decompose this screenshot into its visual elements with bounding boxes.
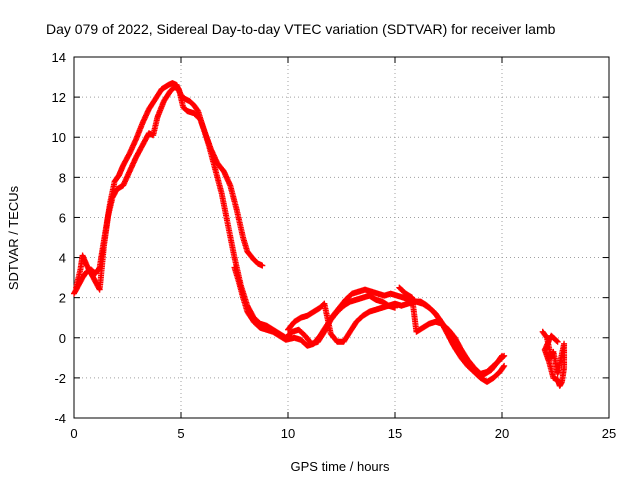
x-tick-label: 20	[495, 426, 509, 441]
y-tick-label: 10	[52, 130, 66, 145]
series-track-f	[539, 328, 568, 389]
series-track-c	[231, 264, 508, 385]
x-axis-label: GPS time / hours	[291, 459, 390, 474]
plot-frame	[73, 56, 610, 419]
y-tick-label: 0	[59, 331, 66, 346]
y-tick-label: 8	[59, 170, 66, 185]
y-tick-labels: -4 -2 0 2 4 6 8 10 12 14	[52, 50, 66, 426]
chart-title: Day 079 of 2022, Sidereal Day-to-day VTE…	[46, 21, 556, 37]
data-point	[554, 338, 561, 345]
y-tick-label: 4	[59, 251, 66, 266]
y-tick-label: -4	[54, 411, 66, 426]
y-tick-label: 12	[52, 90, 66, 105]
x-tick-labels: 0 5 10 15 20 25	[70, 426, 616, 441]
y-tick-label: -2	[54, 371, 66, 386]
grid-lines	[74, 57, 609, 418]
x-tick-label: 5	[177, 426, 184, 441]
x-tick-label: 10	[281, 426, 295, 441]
x-tick-label: 0	[70, 426, 77, 441]
y-axis-label: SDTVAR / TECUs	[6, 185, 21, 290]
data-point	[392, 304, 398, 311]
data-point	[501, 352, 508, 359]
series-track-e	[396, 284, 508, 377]
data-points	[71, 80, 568, 389]
data-point	[553, 338, 560, 345]
axis-ticks	[73, 56, 610, 419]
data-point	[259, 262, 266, 269]
y-tick-label: 14	[52, 50, 66, 65]
x-tick-label: 25	[602, 426, 616, 441]
x-tick-label: 15	[388, 426, 402, 441]
series-track-b	[73, 84, 266, 293]
y-tick-label: 6	[59, 210, 66, 225]
data-point	[501, 362, 508, 369]
y-tick-label: 2	[59, 291, 66, 306]
data-point	[500, 363, 507, 370]
data-point	[500, 353, 507, 360]
series-track-d	[285, 300, 398, 345]
